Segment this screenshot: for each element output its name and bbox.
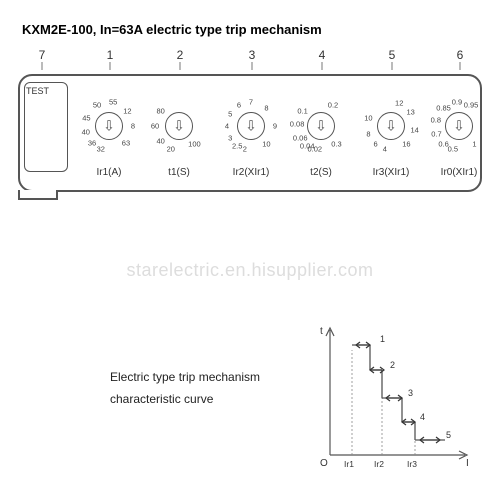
dial-tick-label: 45 (82, 113, 90, 122)
page-title: KXM2E-100, In=63A electric type trip mec… (22, 22, 322, 37)
column-number: 7 (39, 48, 46, 62)
column-tick (322, 62, 323, 70)
svg-text:4: 4 (420, 412, 425, 422)
dial-tick-label: 0.9 (452, 98, 462, 107)
arrow-down-icon: ⇩ (103, 118, 115, 135)
panel-notch (18, 190, 58, 200)
dial-tick-label: 8 (131, 122, 135, 131)
column-number: 3 (249, 48, 256, 62)
svg-text:3: 3 (408, 388, 413, 398)
dial-tick-label: 0.8 (431, 115, 441, 124)
svg-text:1: 1 (380, 334, 385, 344)
dial-tick-label: 7 (249, 98, 253, 107)
dial[interactable]: ⇩20406080100t1(S) (148, 88, 210, 168)
dial-tick-label: 13 (406, 108, 414, 117)
dial-tick-label: 9 (273, 122, 277, 131)
dial[interactable]: ⇩22.5345678910Ir2(XIr1) (220, 88, 282, 168)
dial-tick-label: 0.85 (436, 103, 451, 112)
dial-label: Ir1(A) (97, 167, 122, 178)
arrow-down-icon: ⇩ (245, 118, 257, 135)
column-tick (252, 62, 253, 70)
y-axis-label: t (320, 326, 323, 337)
column-tick (42, 62, 43, 70)
dial-tick-label: 20 (167, 144, 175, 153)
test-label: TEST (26, 86, 49, 96)
dial-tick-label: 0.04 (300, 141, 315, 150)
dial-tick-label: 2.5 (232, 141, 242, 150)
dial-tick-label: 12 (123, 106, 131, 115)
dial-tick-label: 50 (93, 101, 101, 110)
dial-tick-label: 40 (82, 128, 90, 137)
svg-text:Ir3: Ir3 (407, 459, 417, 469)
curve-caption-2: characteristic curve (110, 392, 213, 406)
origin-label: O (320, 458, 328, 469)
dial-tick-label: 0.2 (328, 101, 338, 110)
dial-tick-label: 80 (156, 106, 164, 115)
dial-label: t1(S) (168, 167, 190, 178)
dial-tick-label: 0.5 (448, 145, 458, 154)
dial-tick-label: 0.7 (431, 130, 441, 139)
column-number: 1 (107, 48, 114, 62)
dial-tick-label: 1 (472, 140, 476, 149)
svg-text:Ir1: Ir1 (344, 459, 354, 469)
arrow-down-icon: ⇩ (385, 118, 397, 135)
characteristic-curve-chart: 1 2 3 4 5 t I O Ir1 Ir2 Ir3 (310, 320, 475, 470)
dial-tick-label: 16 (402, 140, 410, 149)
dial-label: Ir2(XIr1) (233, 167, 270, 178)
column-tick (180, 62, 181, 70)
dial-tick-label: 40 (156, 137, 164, 146)
dial[interactable]: ⇩0.020.040.060.080.10.20.3t2(S) (290, 88, 352, 168)
svg-text:2: 2 (390, 360, 395, 370)
dial-tick-label: 63 (122, 138, 130, 147)
dial-label: Ir0(XIr1) (441, 167, 478, 178)
dial-tick-label: 0.1 (297, 106, 307, 115)
dial-tick-label: 10 (262, 140, 270, 149)
svg-text:5: 5 (446, 430, 451, 440)
column-tick (460, 62, 461, 70)
dial-tick-label: 10 (364, 113, 372, 122)
dial-tick-label: 32 (97, 144, 105, 153)
dial-tick-label: 100 (188, 140, 201, 149)
column-number: 6 (457, 48, 464, 62)
dial[interactable]: ⇩4681012131416Ir3(XIr1) (360, 88, 422, 168)
column-number: 2 (177, 48, 184, 62)
dial-tick-label: 2 (243, 145, 247, 154)
dial-tick-label: 0.06 (293, 134, 308, 143)
dial-tick-label: 4 (225, 122, 229, 131)
column-number: 5 (389, 48, 396, 62)
dial-tick-label: 60 (151, 122, 159, 131)
watermark: starelectric.en.hisupplier.com (126, 260, 373, 281)
column-number: 4 (319, 48, 326, 62)
dial[interactable]: ⇩0.50.60.70.80.850.90.951Ir0(XIr1) (428, 88, 490, 168)
dial-tick-label: 8 (264, 103, 268, 112)
svg-text:Ir2: Ir2 (374, 459, 384, 469)
dial-tick-label: 14 (410, 126, 418, 135)
dial-tick-label: 55 (109, 98, 117, 107)
column-tick (110, 62, 111, 70)
column-tick (392, 62, 393, 70)
dial-tick-label: 6 (237, 101, 241, 110)
dial[interactable]: ⇩32364045505512863Ir1(A) (78, 88, 140, 168)
dial-tick-label: 6 (373, 140, 377, 149)
arrow-down-icon: ⇩ (315, 118, 327, 135)
dial-tick-label: 0.3 (331, 140, 341, 149)
x-axis-label: I (466, 458, 469, 469)
dial-tick-label: 12 (395, 99, 403, 108)
arrow-down-icon: ⇩ (173, 118, 185, 135)
curve-caption-1: Electric type trip mechanism (110, 370, 260, 384)
dial-tick-label: 8 (366, 130, 370, 139)
dial-tick-label: 0.08 (290, 119, 305, 128)
dial-tick-label: 4 (383, 145, 387, 154)
dial-tick-label: 0.6 (438, 140, 448, 149)
dial-tick-label: 36 (88, 138, 96, 147)
trip-panel: TEST ⇩32364045505512863Ir1(A)⇩2040608010… (18, 74, 482, 192)
dial-label: t2(S) (310, 167, 332, 178)
dial-label: Ir3(XIr1) (373, 167, 410, 178)
arrow-down-icon: ⇩ (453, 118, 465, 135)
dial-tick-label: 0.95 (464, 101, 479, 110)
dial-tick-label: 5 (228, 110, 232, 119)
dial-tick-label: 3 (228, 134, 232, 143)
